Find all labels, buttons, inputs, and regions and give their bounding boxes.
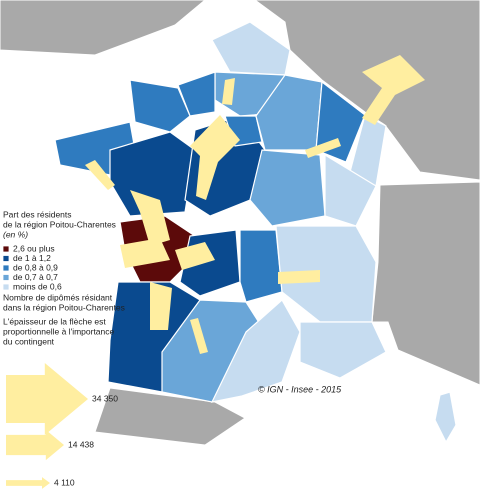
legend-label: 2,6 ou plus (13, 243, 55, 253)
legend-title: (en %) (3, 229, 28, 239)
legend-arrow (6, 429, 64, 461)
legend-arrow-label: 4 110 (54, 477, 75, 487)
flow-title: dans la région Poitou-Charentes (3, 302, 125, 312)
credit: © IGN - Insee - 2015 (258, 384, 342, 394)
flow-title: Nombre de dipômés résidant (3, 292, 113, 302)
legend-arrow (6, 363, 88, 435)
flow-note: du contingent (3, 336, 55, 346)
flow-note: proportionnelle à l'importance (3, 326, 115, 336)
legend-title: de la région Poitou-Charentes (3, 219, 116, 229)
flow-note: L'épaisseur de la flèche est (3, 316, 106, 326)
neighbour-land (0, 0, 480, 446)
legend-title: Part des résidents (3, 209, 72, 219)
regions (54, 21, 457, 444)
legend-arrow-label: 34 350 (92, 393, 118, 403)
legend-arrow (6, 477, 50, 489)
legend-arrow-label: 14 438 (68, 439, 94, 449)
legend-label: moins de 0,6 (13, 281, 62, 291)
legend-label: de 0,8 à 0,9 (13, 262, 58, 272)
legend-swatch (2, 283, 10, 291)
flow-arrows (85, 55, 425, 354)
legend-label: de 0,7 à 0,7 (13, 272, 58, 282)
legend-label: de 1 à 1,2 (13, 253, 51, 263)
legend-swatch (2, 255, 10, 262)
legend-swatch (2, 245, 10, 253)
legend-swatch (2, 274, 10, 281)
legend-swatch (2, 264, 10, 272)
